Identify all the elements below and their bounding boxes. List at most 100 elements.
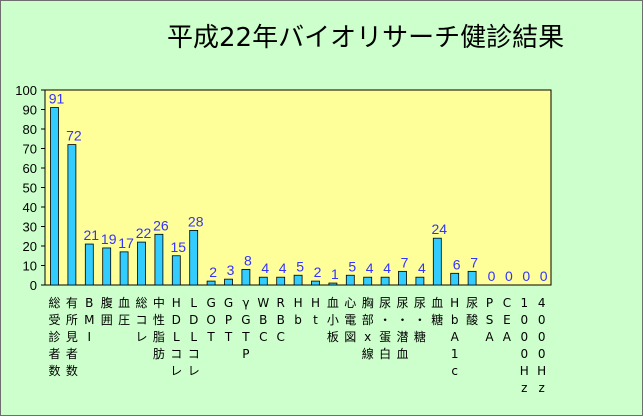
category-label-char: 1 [520,296,528,310]
category-label-char: T [206,330,215,344]
category-label-char: M [84,313,94,327]
bar [171,255,181,286]
category-label-char: 胸 [362,295,374,310]
category-label-char: H [172,296,181,310]
data-label: 2 [209,264,217,280]
category-label-char: 電 [344,313,356,327]
y-tick-label: 20 [23,239,37,254]
category-label-char: 数 [66,363,78,378]
category-label-char: T [224,330,233,344]
category-label-char: C [259,330,267,344]
bar [154,233,164,286]
bar [380,276,390,286]
data-label: 22 [136,225,152,241]
category-label-char: t [313,313,318,327]
category-label: 血圧 [118,296,130,327]
category-label-char: L [190,330,197,344]
y-tick-label: 50 [23,181,37,196]
category-label-char: コ [188,347,200,361]
data-label: 26 [153,217,169,233]
category-label-char: レ [170,364,182,378]
category-label-char: A [451,330,460,344]
category-label: 血小板 [327,296,339,344]
category-label-char: z [539,381,545,395]
category-label-char: T [241,330,250,344]
category-label-char: 尿 [466,296,478,310]
category-label-char: D [189,313,198,327]
category-label-char: B [85,296,93,310]
category-label-char: A [503,330,512,344]
data-label: 0 [488,268,496,284]
bar [241,268,251,286]
category-label: GOT [206,296,215,344]
category-label-char: 心 [344,296,356,310]
y-tick-label: 90 [23,103,37,118]
category-label: 腹囲 [101,296,113,327]
category-label-char: 0 [538,347,546,361]
category-label-char: 脂 [153,329,165,344]
category-label-char: G [241,313,250,327]
category-label-char: H [311,296,320,310]
category-label-char: C [277,330,285,344]
category-label-char: 血 [396,347,408,361]
category-label: RBC [277,296,285,344]
bar [119,251,129,286]
data-label: 3 [227,262,235,278]
y-tick-label: 40 [23,200,37,215]
category-label: Ht [311,296,320,327]
category-label: 尿・蛋白 [379,296,391,361]
y-tick-label: 60 [23,161,37,176]
data-label: 8 [244,252,252,268]
category-label: 1 0 0 0 Hz [520,296,529,395]
category-label-char: 数 [48,363,60,378]
category-label-char: 酸 [466,312,478,327]
category-label: 総コレ [135,296,147,344]
y-tick-label: 100 [15,83,37,98]
bar [206,280,216,286]
category-label-char: 血 [327,296,339,310]
category-label-char: 所 [66,313,78,327]
category-label-char: γ [242,296,249,310]
category-label-char: 血 [431,296,443,310]
bar [84,243,94,286]
category-label-char: 線 [362,346,374,361]
category-label-char: 見 [66,330,78,344]
category-label-char: B [259,313,267,327]
category-label-char: R [277,296,285,310]
category-label-char: 腹 [101,296,113,310]
category-label-char: 総 [48,296,60,310]
bar [50,107,59,286]
category-label: 尿酸 [466,296,478,327]
category-label-char: 糖 [414,329,426,344]
y-tick-label: 70 [23,142,37,157]
category-label-char: 圧 [118,313,130,327]
plot-area [44,89,552,286]
category-label-char: 糖 [431,312,443,327]
category-label-char: I [88,330,92,344]
data-label: 17 [118,235,134,251]
bar [311,280,320,286]
category-label-char: B [277,313,285,327]
category-label-char: ・ [379,313,391,327]
bar [450,272,460,286]
category-label-char: ・ [396,313,408,327]
category-label-char: 部 [362,312,374,327]
category-label-char: P [225,313,232,327]
data-label: 4 [366,260,374,276]
y-tick-label: 30 [23,220,37,235]
category-label-char: レ [188,364,200,378]
category-label-char: 1 [451,347,459,361]
category-label-char: 尿 [379,296,391,310]
category-label-char: z [521,381,527,395]
category-label-char: E [503,313,511,327]
category-label-char: コ [170,347,182,361]
category-label: BMI [84,296,94,344]
data-label: 4 [279,260,287,276]
data-label: 21 [84,227,100,243]
category-label-char: 有 [66,296,78,310]
category-label-char: 総 [135,296,147,310]
